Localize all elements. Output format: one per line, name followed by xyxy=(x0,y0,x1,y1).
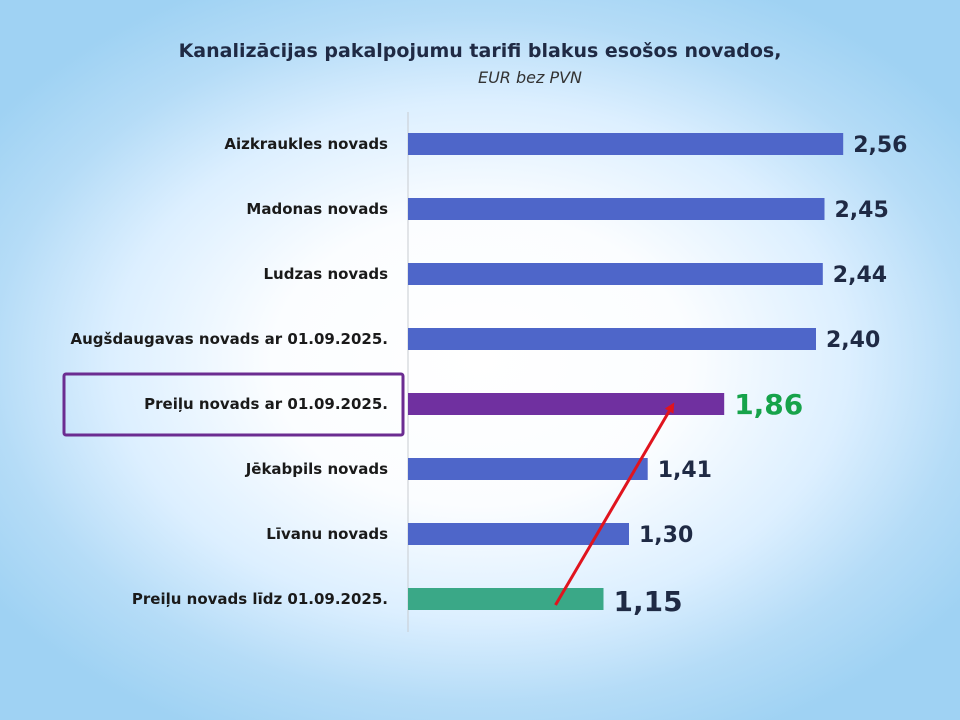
bar xyxy=(408,198,825,220)
category-label: Preiļu novads līdz 01.09.2025. xyxy=(132,590,388,608)
value-label: 1,41 xyxy=(658,458,712,483)
category-label: Līvanu novads xyxy=(266,525,388,543)
highlight-box xyxy=(62,372,405,437)
value-label: 2,56 xyxy=(853,133,907,158)
value-label: 2,40 xyxy=(826,328,880,353)
change-arrow xyxy=(554,402,675,606)
value-label: 1,86 xyxy=(734,388,803,421)
category-label: Ludzas novads xyxy=(263,265,388,283)
chart-title: Kanalizācijas pakalpojumu tarifi blakus … xyxy=(178,40,782,62)
value-label: 1,30 xyxy=(639,523,693,548)
category-label: Augšdaugavas novads ar 01.09.2025. xyxy=(70,330,388,348)
category-label: Madonas novads xyxy=(246,200,388,218)
bar xyxy=(408,133,844,155)
bar xyxy=(408,263,823,285)
category-label: Jēkabpils novads xyxy=(245,460,388,478)
value-label: 2,45 xyxy=(835,198,889,223)
bar xyxy=(408,393,725,415)
bar xyxy=(408,523,629,545)
value-label: 2,44 xyxy=(833,263,887,288)
category-label: Aizkraukles novads xyxy=(224,135,388,153)
chart-subtitle: EUR bez PVN xyxy=(477,68,583,87)
category-label: Preiļu novads ar 01.09.2025. xyxy=(144,395,388,413)
bar xyxy=(408,458,648,480)
bar xyxy=(408,328,816,350)
value-label: 1,15 xyxy=(614,585,683,618)
bar xyxy=(408,588,604,610)
chart-title-block: Kanalizācijas pakalpojumu tarifi blakus … xyxy=(0,40,960,87)
